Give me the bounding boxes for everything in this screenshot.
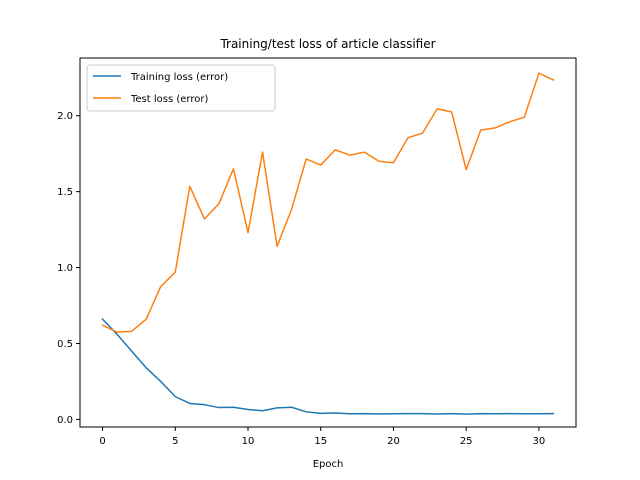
axes-frame [79,57,577,428]
x-axis-label: Epoch [313,459,344,470]
x-tick-label: 25 [460,436,473,447]
y-tick-label: 2.0 [57,111,73,122]
legend: Training loss (error) Test loss (error) [86,64,276,112]
legend-box [86,64,276,112]
chart-title: Training/test loss of article classifier [219,37,435,51]
y-tick-label: 1.5 [57,187,73,198]
legend-label: Training loss (error) [130,72,228,83]
y-tick-label: 0.0 [57,415,73,426]
x-tick-label: 10 [242,436,255,447]
y-tick-label: 1.0 [57,263,73,274]
series-line-test-loss [101,72,555,333]
y-axis-ticks: 0.0 0.5 1.0 1.5 2.0 [57,111,80,426]
x-axis-ticks: 0 5 10 15 20 25 30 [99,427,545,447]
x-tick-label: 15 [314,436,327,447]
series-line-training-loss [101,318,555,415]
y-tick-label: 0.5 [57,339,73,350]
series-lines [101,72,555,415]
x-tick-label: 0 [99,436,105,447]
legend-label: Test loss (error) [130,94,208,105]
x-tick-label: 30 [533,436,546,447]
x-tick-label: 5 [172,436,178,447]
x-tick-label: 20 [387,436,400,447]
